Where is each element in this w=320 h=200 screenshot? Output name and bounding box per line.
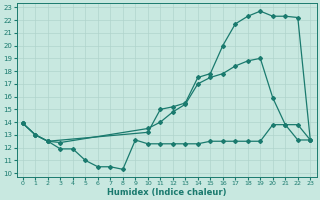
X-axis label: Humidex (Indice chaleur): Humidex (Indice chaleur) — [107, 188, 226, 197]
